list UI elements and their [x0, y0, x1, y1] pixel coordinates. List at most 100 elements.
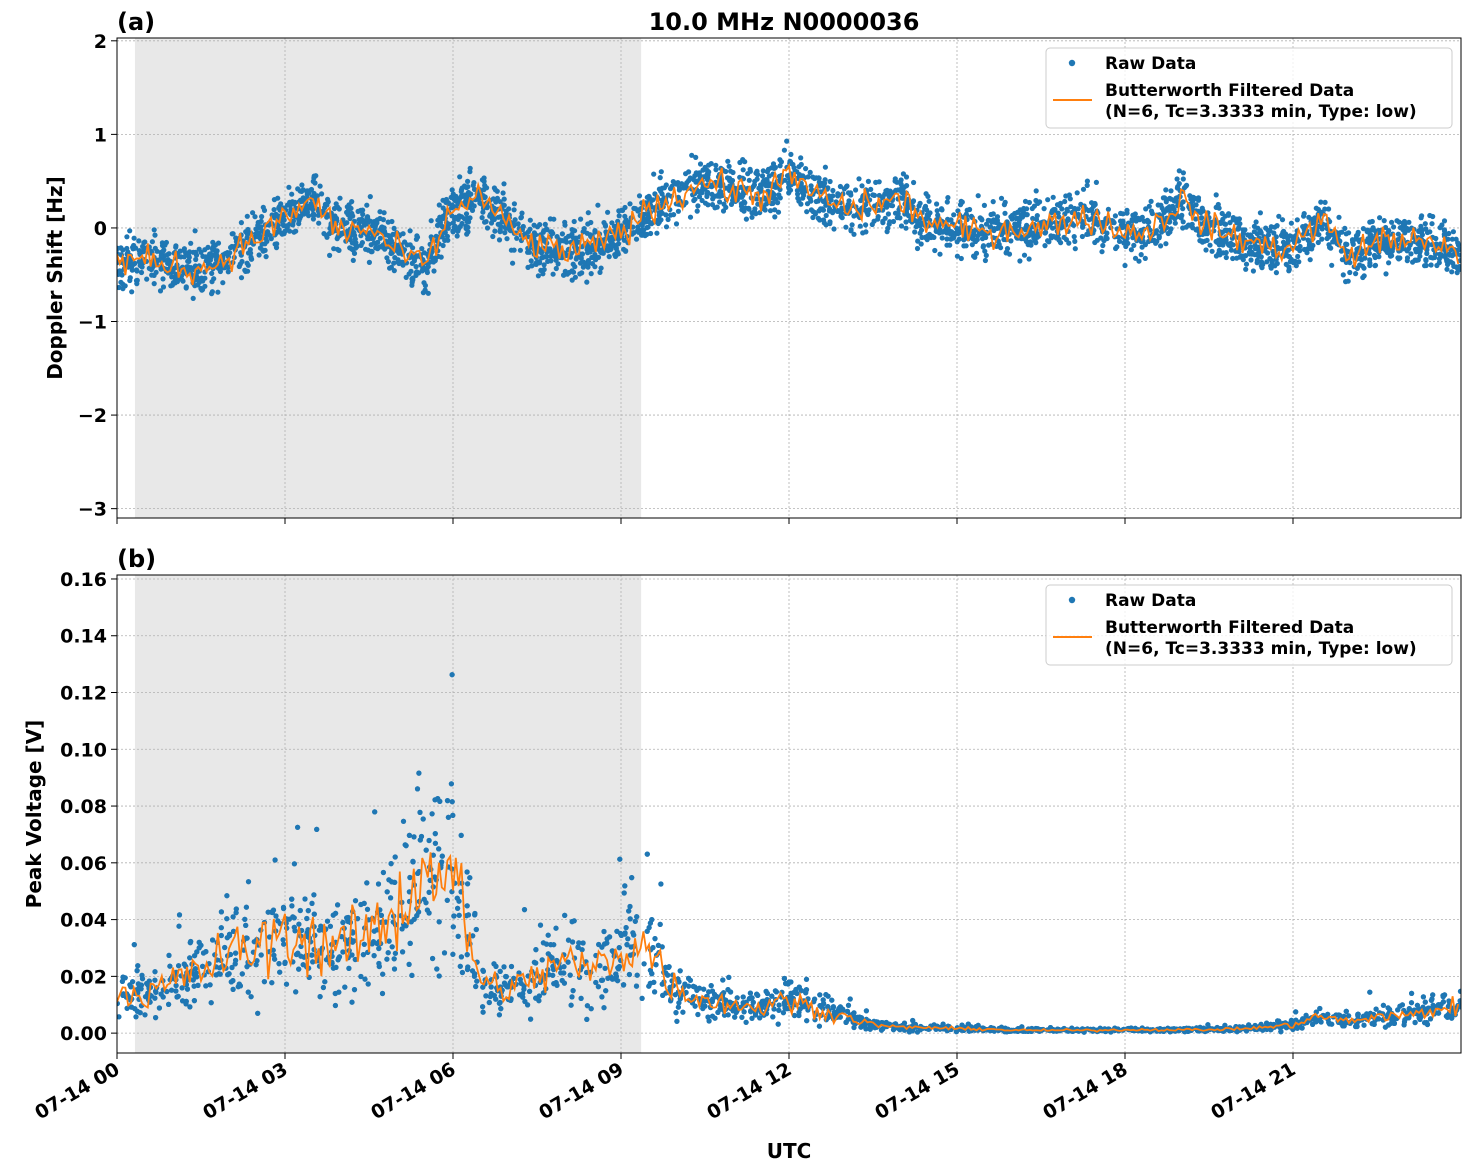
raw-data-point — [623, 248, 629, 254]
raw-data-point — [463, 211, 470, 217]
raw-data-point — [958, 255, 964, 262]
raw-data-point — [1028, 239, 1034, 245]
raw-data-point — [721, 201, 727, 207]
raw-data-point — [1344, 241, 1350, 247]
raw-data-point — [1158, 224, 1164, 230]
raw-data-point — [359, 240, 365, 246]
raw-data-point — [866, 207, 872, 213]
raw-data-point — [713, 167, 719, 173]
raw-data-point — [310, 211, 316, 217]
raw-data-point — [671, 212, 677, 218]
raw-data-point — [1129, 218, 1135, 224]
raw-data-point — [692, 173, 698, 179]
raw-data-point — [529, 263, 535, 269]
raw-data-point — [856, 176, 862, 182]
raw-data-point — [1227, 220, 1233, 226]
raw-data-point — [724, 175, 731, 181]
raw-data-point — [1148, 198, 1154, 204]
raw-data-point — [274, 241, 280, 247]
raw-data-point — [1408, 251, 1414, 257]
raw-data-point — [311, 190, 317, 197]
raw-data-point — [1253, 219, 1259, 225]
raw-data-point — [414, 234, 421, 240]
raw-data-point — [1286, 266, 1292, 273]
raw-data-point — [435, 217, 441, 223]
raw-data-point — [612, 253, 619, 259]
raw-data-point — [868, 186, 874, 192]
raw-data-point — [627, 201, 633, 207]
raw-data-point — [475, 196, 481, 202]
raw-data-point — [1430, 213, 1436, 220]
raw-data-point — [407, 228, 413, 234]
raw-data-point — [531, 230, 538, 236]
raw-data-point — [358, 233, 364, 239]
raw-data-point — [433, 233, 439, 239]
raw-data-point — [1049, 209, 1055, 216]
raw-data-point — [1243, 266, 1249, 272]
raw-data-point — [1017, 258, 1023, 264]
raw-data-point — [1104, 230, 1110, 236]
raw-data-point — [1124, 207, 1130, 213]
raw-data-point — [436, 202, 442, 208]
raw-data-point — [573, 240, 580, 246]
raw-data-point — [859, 183, 865, 189]
raw-data-point — [968, 213, 975, 219]
raw-data-point — [1383, 224, 1389, 231]
raw-data-point — [1427, 229, 1433, 235]
raw-data-point — [981, 202, 988, 208]
raw-data-point — [506, 206, 512, 212]
raw-data-point — [911, 179, 917, 186]
raw-data-point — [1002, 210, 1008, 216]
raw-data-point — [772, 214, 778, 220]
raw-data-point — [740, 157, 746, 163]
raw-data-point — [289, 191, 295, 197]
raw-data-point — [440, 216, 446, 222]
raw-data-point — [1094, 237, 1100, 243]
raw-data-point — [1283, 261, 1289, 267]
raw-data-point — [310, 206, 316, 213]
raw-data-point — [1174, 195, 1180, 201]
raw-data-point — [838, 213, 844, 219]
raw-data-point — [245, 262, 251, 268]
raw-data-point — [651, 171, 657, 177]
raw-data-point — [1193, 227, 1199, 233]
raw-data-point — [250, 210, 256, 216]
raw-data-point — [1230, 255, 1236, 262]
raw-data-point — [179, 277, 185, 283]
raw-data-point — [1113, 245, 1119, 252]
raw-data-point — [717, 199, 723, 205]
raw-data-point — [183, 284, 189, 290]
raw-data-point — [385, 219, 391, 225]
raw-data-point — [563, 235, 569, 241]
legend-entry: Butterworth Filtered Data — [1105, 81, 1354, 101]
raw-data-point — [222, 251, 228, 257]
raw-data-point — [457, 174, 463, 180]
raw-data-point — [260, 204, 266, 210]
raw-data-point — [1326, 234, 1332, 240]
raw-data-point — [459, 220, 465, 227]
raw-data-point — [631, 205, 637, 211]
raw-data-point — [1193, 202, 1199, 208]
raw-data-point — [898, 181, 904, 187]
raw-data-point — [228, 244, 234, 251]
raw-data-point — [751, 182, 758, 188]
raw-data-point — [740, 167, 746, 173]
raw-data-point — [202, 247, 208, 253]
raw-data-point — [1176, 168, 1182, 174]
raw-data-point — [1247, 244, 1254, 250]
raw-data-point — [947, 242, 953, 248]
raw-data-point — [450, 228, 456, 234]
raw-data-point — [990, 199, 996, 205]
raw-data-point — [1274, 260, 1280, 267]
raw-data-point — [192, 228, 198, 234]
raw-data-point — [380, 217, 386, 223]
raw-data-point — [937, 251, 943, 257]
raw-data-point — [290, 218, 296, 224]
raw-data-point — [584, 246, 590, 253]
raw-data-point — [233, 235, 239, 241]
raw-data-point — [1250, 268, 1256, 274]
raw-data-point — [1257, 210, 1263, 216]
raw-data-point — [1042, 230, 1048, 236]
raw-data-point — [492, 228, 498, 234]
raw-data-point — [885, 211, 892, 217]
